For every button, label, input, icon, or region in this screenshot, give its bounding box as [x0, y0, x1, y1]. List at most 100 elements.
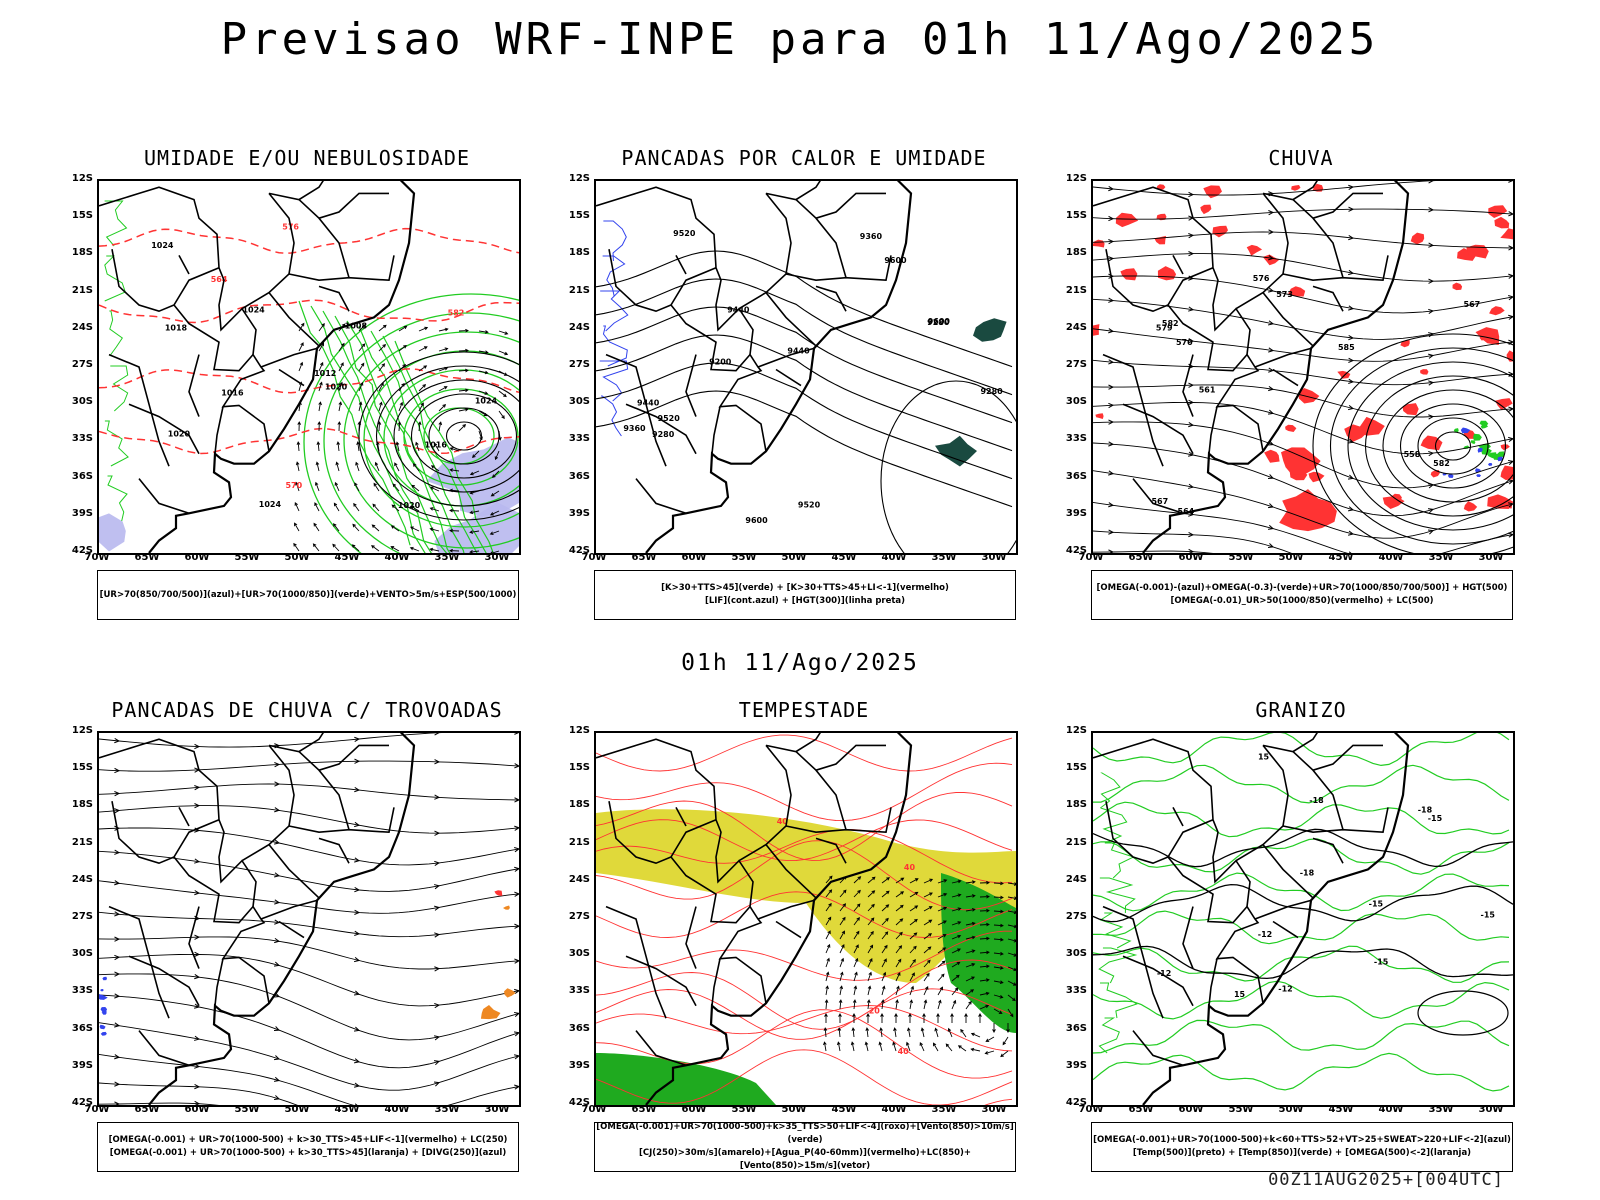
state-border: [765, 844, 817, 899]
streamline-arrow: [194, 803, 201, 809]
contour-label: 582: [1162, 319, 1179, 328]
streamline-arrow: [273, 992, 281, 998]
streamline-arrow: [434, 830, 441, 836]
contour-label: 1024: [475, 396, 498, 405]
legend-line: [UR>70(850/700/500)](azul)+[UR>70(1000/8…: [99, 589, 517, 600]
streamline-250: [99, 827, 519, 866]
wind-vector: [449, 488, 460, 493]
lat-tick: 21S: [568, 836, 590, 848]
rain-area: [1157, 266, 1177, 281]
streamline-arrow: [274, 872, 281, 878]
wind850-vector: [895, 931, 903, 940]
pressure-isobar: [428, 407, 500, 465]
map-pancadas-trovoadas[interactable]: [97, 731, 521, 1107]
lat-tick: 24S: [1065, 873, 1087, 885]
streamline-arrow: [114, 880, 121, 886]
contour-label: 1018: [165, 324, 188, 333]
state-border: [1093, 186, 1264, 452]
hgt500-contour: [1399, 403, 1507, 489]
contour-label: 20: [869, 1007, 881, 1016]
streamline-arrow: [274, 807, 281, 813]
wind850-vector: [965, 1000, 972, 1010]
wind-vector: [298, 342, 304, 352]
humidity-low-contour: [298, 300, 411, 546]
map-tempestade[interactable]: 40 40 40 20: [594, 731, 1018, 1107]
streamline-arrow: [194, 1083, 201, 1090]
wind-vector: [398, 363, 407, 372]
wind850-area: [596, 1053, 776, 1105]
lat-tick: 39S: [71, 507, 93, 519]
streamline-arrow: [1188, 422, 1195, 428]
wind850-vector: [909, 891, 919, 898]
state-border: [596, 186, 767, 452]
legend-line: [OMEGA(-0.001)-(azul)+OMEGA(-0.3)-(verde…: [1096, 583, 1508, 593]
streamline-arrow: [1508, 371, 1513, 377]
wind-vector: [358, 381, 364, 392]
wind850-vector: [951, 934, 962, 940]
wind-vector: [469, 510, 480, 515]
lat-tick: 12S: [71, 725, 93, 736]
streamline-arrow: [1348, 551, 1352, 553]
state-border: [596, 738, 767, 1004]
humidity-low-contour: [322, 310, 432, 553]
convection-area: [480, 1005, 501, 1020]
wind850-vector: [1007, 980, 1016, 986]
lat-tick: 21S: [71, 284, 93, 296]
state-border: [268, 733, 324, 753]
contour-label: 579: [1156, 324, 1173, 333]
map-pancadas-calor[interactable]: 9600 9520 9600 9600 9520 9440 9520 9440 9360 9440…: [594, 179, 1018, 555]
lon-tick: 50W: [1278, 1104, 1304, 1115]
humidity-low-contour: [370, 330, 478, 553]
streamline-arrow: [1188, 531, 1195, 538]
temp850-contour: [1093, 910, 1510, 945]
streamline-arrow: [354, 821, 361, 828]
wind850-vector: [895, 958, 902, 968]
state-border: [1102, 905, 1164, 1019]
divergence-area: [100, 1031, 107, 1036]
wind850-vector: [881, 985, 886, 996]
wind850-vector: [979, 908, 990, 913]
streamline-arrow: [1428, 353, 1435, 359]
streamline-arrow: [1428, 242, 1435, 248]
wind850-vector: [865, 1027, 870, 1038]
wind850-vector: [823, 1041, 827, 1052]
wind850-vector: [937, 986, 944, 996]
state-border: [1262, 292, 1314, 347]
contour-label: 9280: [980, 387, 1003, 396]
wind850-vector: [881, 890, 890, 898]
humidity-low-contour: [394, 340, 494, 553]
state-border: [711, 406, 721, 454]
map-granizo[interactable]: -12 -12 -12 -15 -15 -18 -18 -18 -15 -15 15 15: [1091, 731, 1515, 1107]
wind850-vector: [957, 1045, 967, 1052]
temp850-contour: [1099, 982, 1138, 1019]
lat-tick: 39S: [568, 507, 590, 519]
map-chuva[interactable]: 585 582 582 579 576 573 570 567 558 567 564 561: [1091, 179, 1515, 555]
state-border: [128, 403, 200, 455]
thickness-contour: [99, 368, 519, 394]
state-border: [1262, 733, 1318, 753]
state-border: [795, 751, 847, 830]
wind-vector: [490, 550, 500, 553]
wind850-vector: [838, 999, 843, 1010]
wind850-vector: [825, 902, 832, 912]
state-border: [178, 255, 190, 275]
wind850-vector: [993, 881, 1004, 886]
streamline-arrow: [194, 890, 201, 896]
streamline-arrow: [194, 1100, 201, 1105]
wind850-vector: [1002, 1036, 1009, 1046]
wind-vector: [332, 543, 340, 552]
map-umidade[interactable]: 1016 1020 1024 1024 1020 1018 1016 1012 1008 1024…: [97, 179, 521, 555]
wind850-vector: [881, 904, 890, 912]
wind850-vector: [867, 903, 875, 912]
temp500-contour: [1093, 828, 1513, 868]
lat-tick: 24S: [568, 321, 590, 333]
humidity-low-contour: [334, 315, 448, 553]
wind850-vector: [923, 906, 933, 912]
contour-label: 15: [1258, 753, 1270, 762]
wind-vector: [333, 502, 340, 512]
contour-label: 1008: [345, 322, 368, 331]
wind850-vector: [936, 1013, 940, 1023]
wind-vector: [371, 545, 380, 552]
wind-vector: [469, 550, 480, 553]
